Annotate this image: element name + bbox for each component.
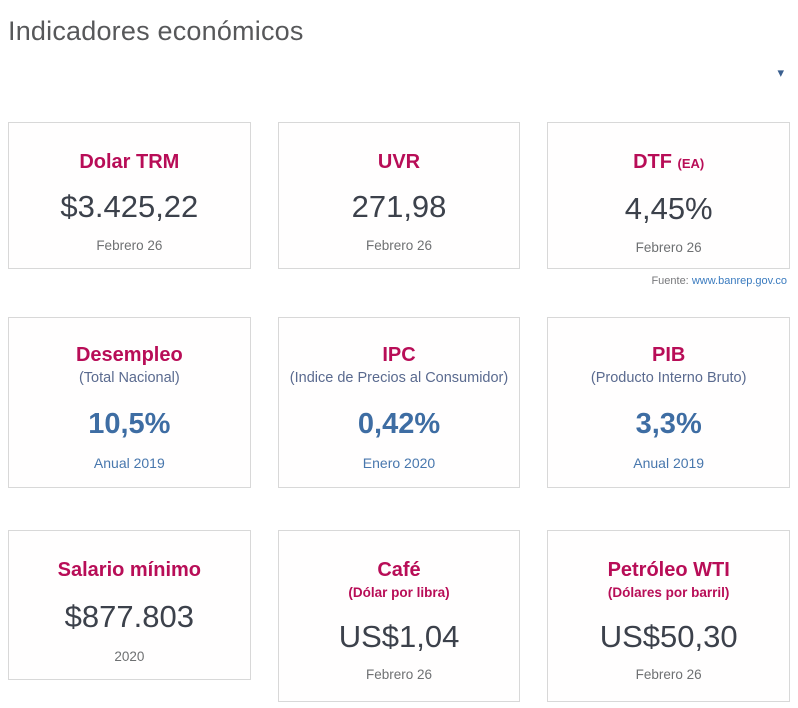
indicator-title-suffix: (EA) bbox=[677, 156, 705, 171]
indicator-value: 0,42% bbox=[357, 408, 441, 440]
indicator-value: $3.425,22 bbox=[60, 189, 199, 224]
indicator-period: Anual 2019 bbox=[93, 455, 165, 471]
indicator-title: Dolar TRM bbox=[79, 151, 180, 173]
indicator-value: $877.803 bbox=[64, 599, 194, 634]
indicator-title: IPC bbox=[382, 344, 416, 366]
page-title: Indicadores económicos bbox=[8, 16, 304, 46]
indicator-title: DTF (EA) bbox=[548, 150, 789, 176]
indicator-title: Petróleo WTI bbox=[607, 559, 730, 581]
indicator-period: Febrero 26 bbox=[635, 240, 702, 255]
indicator-value: US$1,04 bbox=[338, 619, 460, 654]
indicator-card-pib[interactable]: PIB (Producto Interno Bruto) 3,3% Anual … bbox=[547, 317, 791, 488]
indicator-card-petroleo-wti[interactable]: Petróleo WTI (Dólares por barril) US$50,… bbox=[547, 530, 791, 702]
indicator-card-ipc[interactable]: IPC (Indice de Precios al Consumidor) 0,… bbox=[277, 317, 521, 488]
indicator-card-dtf[interactable]: DTF (EA) 4,45% Febrero 26 bbox=[547, 122, 791, 269]
indicator-period: Febrero 26 bbox=[96, 238, 163, 253]
indicator-period: Enero 2020 bbox=[362, 455, 436, 471]
indicator-period: 2020 bbox=[114, 649, 145, 664]
indicator-card-cafe[interactable]: Café (Dólar por libra) US$1,04 Febrero 2… bbox=[277, 530, 521, 702]
indicator-value: 4,45% bbox=[624, 191, 713, 226]
chevron-down-icon[interactable]: ▾ bbox=[777, 64, 784, 80]
indicator-period: Febrero 26 bbox=[365, 238, 433, 253]
indicator-period: Febrero 26 bbox=[365, 667, 433, 682]
indicator-value: US$50,30 bbox=[599, 619, 738, 654]
indicator-period: Anual 2019 bbox=[633, 455, 705, 471]
indicator-row-1: Dolar TRM $3.425,22 Febrero 26 UVR 271,9… bbox=[8, 122, 791, 269]
indicator-row-3: Salario mínimo $877.803 2020 Café (Dólar… bbox=[8, 530, 791, 702]
indicator-card-salario-minimo[interactable]: Salario mínimo $877.803 2020 bbox=[8, 530, 251, 680]
indicator-filter-dropdown[interactable]: ▾ bbox=[8, 63, 784, 81]
indicator-title: Desempleo bbox=[75, 344, 183, 366]
indicator-title: PIB bbox=[652, 344, 686, 366]
indicator-value: 271,98 bbox=[351, 189, 447, 224]
indicator-row-2: Desempleo (Total Nacional) 10,5% Anual 2… bbox=[8, 317, 791, 488]
indicator-title: UVR bbox=[377, 151, 421, 173]
indicator-card-dolar-trm[interactable]: Dolar TRM $3.425,22 Febrero 26 bbox=[8, 122, 251, 269]
source-label: Fuente: bbox=[651, 275, 689, 287]
indicator-value: 10,5% bbox=[88, 408, 171, 440]
indicator-subtitle: (Dólar por libra) bbox=[348, 585, 450, 600]
indicator-subtitle: (Producto Interno Bruto) bbox=[590, 370, 747, 386]
indicator-title-text: DTF bbox=[633, 151, 672, 173]
source-link[interactable]: www.banrep.gov.co bbox=[691, 275, 787, 287]
indicator-subtitle: (Indice de Precios al Consumidor) bbox=[289, 370, 509, 386]
indicator-subtitle: (Dólares por barril) bbox=[607, 585, 730, 600]
indicator-title: Café bbox=[377, 559, 421, 581]
indicator-subtitle: (Total Nacional) bbox=[78, 370, 180, 386]
indicator-value: 3,3% bbox=[635, 408, 702, 440]
source-line: Fuente: www.banrep.gov.co bbox=[8, 275, 787, 288]
indicator-card-uvr[interactable]: UVR 271,98 Febrero 26 bbox=[277, 122, 521, 269]
indicator-period: Febrero 26 bbox=[635, 667, 702, 682]
indicator-title: Salario mínimo bbox=[57, 559, 202, 581]
indicator-card-desempleo[interactable]: Desempleo (Total Nacional) 10,5% Anual 2… bbox=[8, 317, 251, 488]
